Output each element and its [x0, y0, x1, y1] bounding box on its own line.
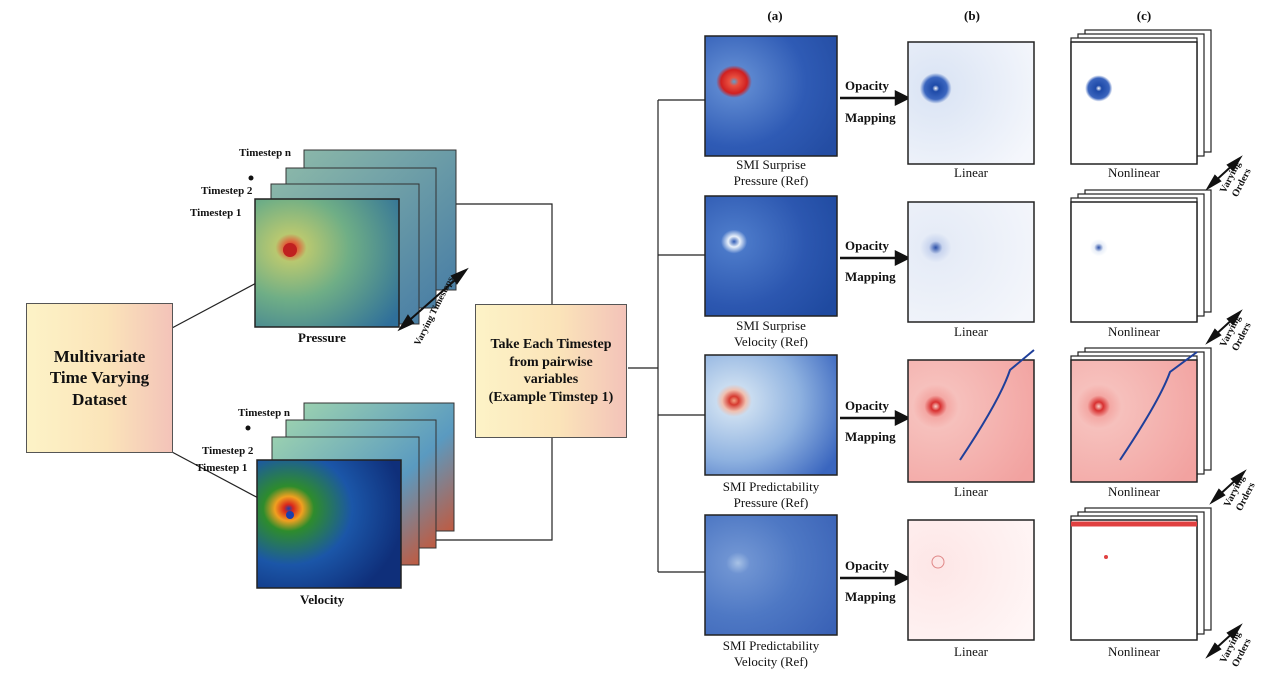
ref-caption-2: SMI Surprise Velocity (Ref)	[700, 318, 842, 349]
ref-caption-1-line1: SMI Surprise	[736, 157, 806, 172]
left-connectors	[171, 99, 705, 573]
velocity-label: Velocity	[300, 592, 345, 607]
linear-images	[907, 41, 1035, 641]
pressure-timestep-n: Timestep n	[239, 147, 292, 159]
velocity-timestep-1: Timestep 1	[196, 462, 248, 474]
varying-timesteps-arrow	[397, 267, 469, 332]
ref-caption-2-line2: Velocity (Ref)	[733, 333, 808, 349]
varying-orders-arrows	[1205, 155, 1247, 659]
nonlinear-caption-3: Nonlinear	[1108, 484, 1160, 499]
column-c-header: (c)	[1136, 8, 1152, 23]
ref-caption-3-line1: SMI Predictability	[722, 479, 820, 494]
opacity-label-2: Opacity	[845, 238, 890, 253]
ref-caption-4-line1: SMI Predictability	[722, 638, 820, 653]
nonlinear-stacks	[1070, 29, 1212, 641]
velocity-timestep-2: Timestep 2	[202, 445, 254, 457]
timestep-line1: Take Each Timestep	[490, 337, 612, 352]
ref-caption-2-line1: SMI Surprise	[736, 318, 806, 333]
mapping-label-4: Mapping	[845, 589, 896, 604]
linear-caption-2: Linear	[954, 324, 988, 339]
ref-caption-4-line2: Velocity (Ref)	[733, 653, 808, 669]
linear-caption-4: Linear	[954, 644, 988, 659]
nonlinear-caption-2: Nonlinear	[1108, 324, 1160, 339]
mapping-label-3: Mapping	[845, 429, 896, 444]
ref-images	[704, 35, 838, 636]
pressure-timestep-2: Timestep 2	[201, 185, 253, 197]
timestep-line3: variables	[523, 372, 579, 387]
dataset-box: Multivariate Time Varying Dataset	[26, 303, 173, 453]
pressure-label: Pressure	[298, 330, 346, 345]
linear-caption-1: Linear	[954, 165, 988, 180]
dataset-line2: Time Varying	[49, 368, 150, 388]
column-b-header: (b)	[964, 8, 980, 23]
dataset-line1: Multivariate	[53, 347, 146, 367]
linear-caption-3: Linear	[954, 484, 988, 499]
pressure-stack	[254, 149, 457, 328]
nonlinear-caption-4: Nonlinear	[1108, 644, 1160, 659]
mapping-label-1: Mapping	[845, 110, 896, 125]
ellipsis-dot	[248, 175, 254, 181]
ellipsis-dot	[245, 425, 251, 431]
ref-caption-3-line2: Pressure (Ref)	[733, 494, 809, 510]
dataset-line3: Dataset	[72, 389, 127, 409]
opacity-label-1: Opacity	[845, 78, 890, 93]
ref-caption-4: SMI Predictability Velocity (Ref)	[700, 638, 842, 669]
timestep-line4: (Example Timstep 1)	[488, 389, 614, 405]
timestep-line2: from pairwise	[509, 354, 593, 370]
mapping-label-2: Mapping	[845, 269, 896, 284]
ref-caption-1-line2: Pressure (Ref)	[733, 172, 809, 188]
ref-caption-3: SMI Predictability Pressure (Ref)	[700, 479, 842, 510]
opacity-arrows	[840, 89, 911, 587]
column-a-header: (a)	[767, 8, 783, 23]
timestep-box: Take Each Timestep from pairwise variabl…	[475, 304, 627, 438]
velocity-timestep-n: Timestep n	[238, 407, 291, 419]
opacity-label-4: Opacity	[845, 558, 890, 573]
nonlinear-caption-1: Nonlinear	[1108, 165, 1160, 180]
opacity-label-3: Opacity	[845, 398, 890, 413]
pressure-timestep-1: Timestep 1	[190, 207, 242, 219]
ref-caption-1: SMI Surprise Pressure (Ref)	[700, 157, 842, 188]
velocity-stack	[256, 402, 455, 589]
